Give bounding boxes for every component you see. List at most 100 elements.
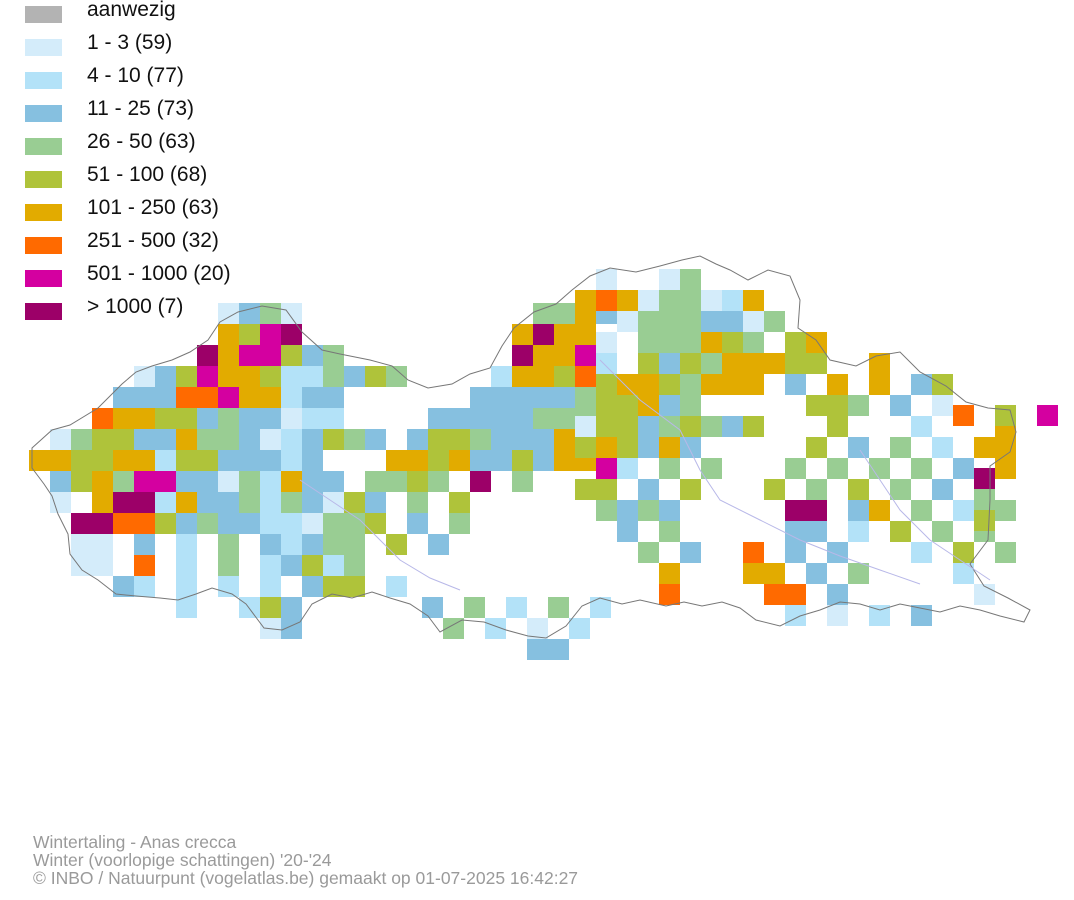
grid-cell [596,479,617,500]
grid-cell [134,555,155,576]
grid-cell [239,513,260,534]
grid-cell [281,408,302,429]
grid-cell [134,471,155,492]
grid-cell [281,555,302,576]
grid-cell [323,534,344,555]
legend-item-101-250: 101 - 250 (63) [25,196,325,231]
grid-cell [722,416,743,437]
grid-cell [701,332,722,353]
grid-cell [260,471,281,492]
grid-cell [197,471,218,492]
grid-cell [764,311,785,332]
grid-cell [470,387,491,408]
grid-cell [281,324,302,345]
grid-cell [365,471,386,492]
legend-swatch [25,6,62,23]
grid-cell [827,374,848,395]
grid-cell [155,366,176,387]
grid-cell [785,353,806,374]
grid-cell [176,471,197,492]
grid-cells [29,269,1058,660]
grid-cell [260,345,281,366]
grid-cell [680,353,701,374]
grid-cell [323,408,344,429]
grid-cell [470,450,491,471]
grid-cell [701,458,722,479]
legend-label: 51 - 100 (68) [87,163,208,186]
grid-cell [239,492,260,513]
grid-cell [785,332,806,353]
grid-cell [386,534,407,555]
grid-cell [113,492,134,513]
grid-cell [134,576,155,597]
grid-cell [638,290,659,311]
legend-swatch [25,204,62,221]
grid-cell [974,584,995,605]
grid-cell [554,345,575,366]
grid-cell [638,479,659,500]
grid-cell [701,374,722,395]
grid-cell [827,458,848,479]
grid-cell [176,450,197,471]
legend-label: 26 - 50 (63) [87,130,196,153]
grid-cell [596,290,617,311]
grid-cell [680,269,701,290]
grid-cell [302,345,323,366]
grid-cell [743,374,764,395]
legend-item-501-1000: 501 - 1000 (20) [25,262,325,297]
grid-cell [260,492,281,513]
grid-cell [596,374,617,395]
grid-cell [491,408,512,429]
grid-cell [302,429,323,450]
grid-cell [218,471,239,492]
grid-cell [512,408,533,429]
grid-cell [407,429,428,450]
grid-cell [323,387,344,408]
grid-cell [638,353,659,374]
grid-cell [281,345,302,366]
grid-cell [176,576,197,597]
grid-cell [323,366,344,387]
grid-cell [386,576,407,597]
grid-cell [218,429,239,450]
grid-cell [428,429,449,450]
grid-cell [92,408,113,429]
grid-cell [260,324,281,345]
grid-cell [155,429,176,450]
grid-cell [974,489,995,510]
grid-cell [176,513,197,534]
grid-cell [848,521,869,542]
grid-cell [827,542,848,563]
grid-cell [722,290,743,311]
grid-cell [512,450,533,471]
grid-cell [407,513,428,534]
grid-cell [533,366,554,387]
grid-cell [113,450,134,471]
grid-cell [764,584,785,605]
grid-cell [386,450,407,471]
grid-cell [827,416,848,437]
grid-cell [197,366,218,387]
river-line [299,479,461,591]
region-outline [31,255,1031,639]
grid-cell [365,366,386,387]
grid-cell [911,458,932,479]
grid-cell [134,429,155,450]
grid-cell [176,492,197,513]
grid-cell [113,429,134,450]
grid-cell [974,510,995,531]
grid-cell [617,521,638,542]
grid-cell [533,387,554,408]
grid-cell [911,605,932,626]
grid-cell [92,429,113,450]
legend-label: aanwezig [87,0,176,21]
region-border [31,255,1031,639]
grid-cell [344,555,365,576]
grid-cell [365,513,386,534]
grid-cell [890,395,911,416]
grid-cell [659,374,680,395]
grid-cell [176,534,197,555]
grid-cell [848,479,869,500]
grid-cell [596,353,617,374]
grid-cell [365,492,386,513]
